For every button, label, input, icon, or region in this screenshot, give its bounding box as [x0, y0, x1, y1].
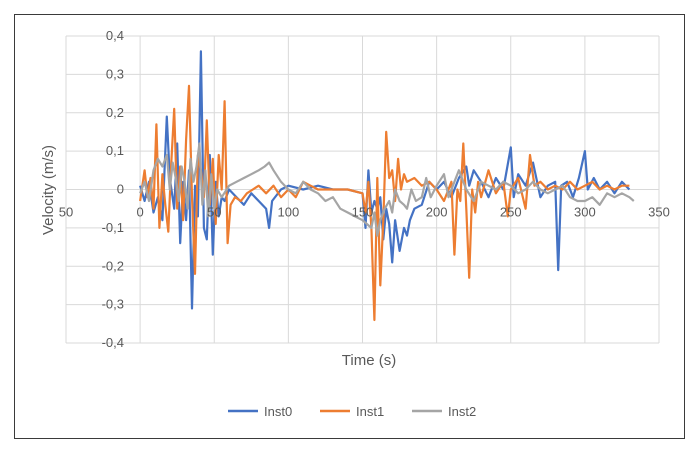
x-tick-label: 200: [426, 205, 448, 220]
series-line-inst2: [139, 142, 635, 237]
y-tick-label: 0,1: [106, 143, 124, 158]
y-tick-label: 0,4: [106, 28, 124, 43]
y-tick-label: -0,1: [102, 220, 124, 235]
x-tick-label: 150: [352, 205, 374, 220]
y-tick-label: 0: [117, 182, 124, 197]
y-tick-label: -0,4: [102, 335, 124, 350]
x-tick-label: 250: [500, 205, 522, 220]
x-tick-label: 350: [648, 205, 670, 220]
x-tick-label: 300: [574, 205, 596, 220]
series-line-inst1: [139, 84, 630, 322]
y-tick-label: -0,3: [102, 297, 124, 312]
y-tick-labels: 0,4 0,3 0,2 0,1 0 -0,1 -0,2 -0,3 -0,4: [102, 28, 124, 350]
x-tick-label: 50: [207, 205, 221, 220]
y-axis-title: Velocity (m/s): [40, 145, 57, 235]
x-axis-title: Time (s): [342, 352, 396, 369]
x-tick-label: 0: [137, 205, 144, 220]
y-tick-label: 0,2: [106, 105, 124, 120]
x-tick-label: 100: [278, 205, 300, 220]
y-tick-label: 0,3: [106, 66, 124, 81]
x-tick-label: 50: [59, 205, 73, 220]
legend-label-inst0: Inst0: [264, 404, 292, 419]
legend-label-inst2: Inst2: [448, 404, 476, 419]
series-layer: [139, 50, 635, 322]
chart-frame: [14, 14, 685, 439]
x-tick-labels: 50 0 50 100 150 200 250 300 350: [59, 205, 670, 220]
y-tick-label: -0,2: [102, 258, 124, 273]
legend: Inst0 Inst1 Inst2: [228, 404, 476, 419]
legend-label-inst1: Inst1: [356, 404, 384, 419]
